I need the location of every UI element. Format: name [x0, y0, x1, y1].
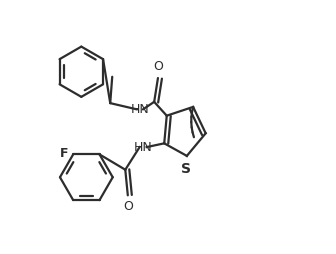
Text: O: O: [123, 200, 133, 213]
Text: F: F: [60, 147, 69, 160]
Text: O: O: [153, 60, 163, 73]
Text: S: S: [181, 162, 191, 176]
Text: HN: HN: [131, 103, 150, 116]
Text: HN: HN: [134, 141, 153, 154]
